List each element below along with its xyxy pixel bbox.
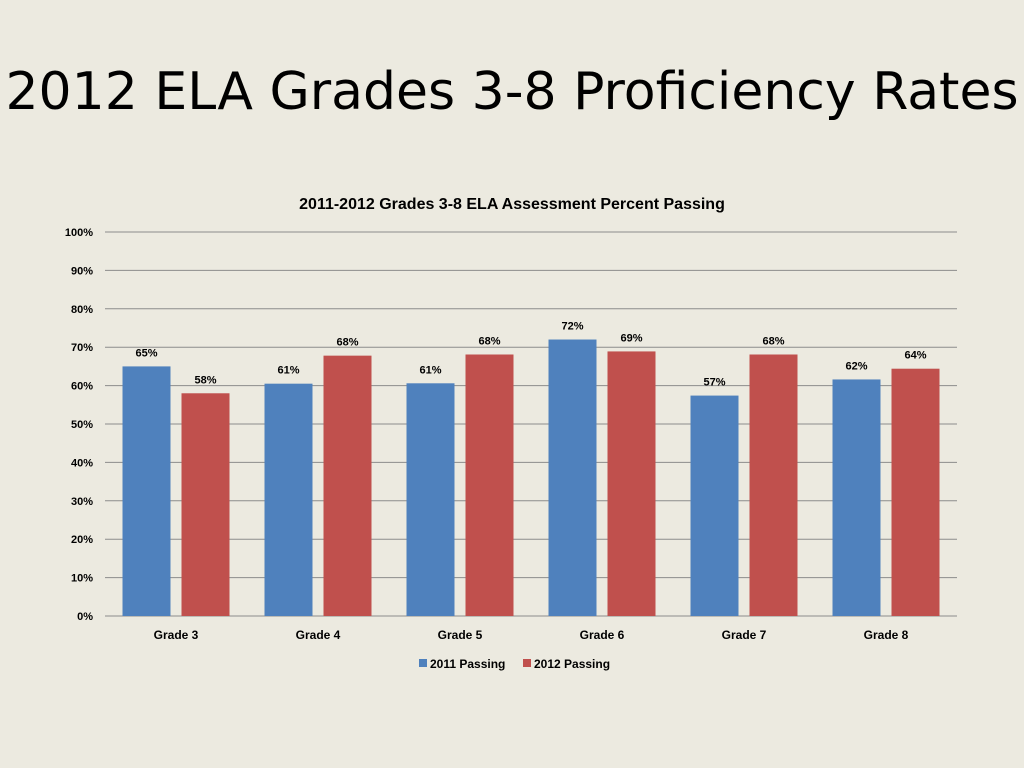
bars [122, 339, 940, 616]
bar-2011-passing [548, 339, 597, 616]
y-tick-label: 100% [65, 227, 93, 239]
data-labels: 65% 58% 61% 68% 61% 68% 72% 69% 57% 68% 62% 64% [135, 321, 926, 389]
bar-2012-passing [181, 393, 230, 616]
data-label: 72% [561, 321, 583, 333]
data-label: 65% [135, 347, 157, 359]
y-tick-label: 30% [71, 496, 93, 508]
y-tick-label: 10% [71, 573, 93, 585]
bar-2012-passing [891, 368, 940, 616]
y-tick-label: 50% [71, 419, 93, 431]
data-label: 68% [762, 335, 784, 347]
category-label: Grade 4 [296, 628, 341, 642]
y-tick-label: 90% [71, 265, 93, 277]
bar-2011-passing [122, 366, 171, 616]
data-label: 58% [194, 374, 216, 386]
bar-2012-passing [749, 354, 798, 616]
legend-label: 2012 Passing [534, 657, 610, 671]
bar-2011-passing [406, 383, 455, 616]
category-label: Grade 6 [580, 628, 625, 642]
bar-2012-passing [607, 351, 656, 616]
bar-2011-passing [832, 379, 881, 616]
x-axis-categories: Grade 3 Grade 4 Grade 5 Grade 6 Grade 7 Grade… [154, 628, 909, 642]
bar-2012-passing [465, 354, 514, 616]
data-label: 61% [277, 365, 299, 377]
category-label: Grade 3 [154, 628, 199, 642]
data-label: 62% [845, 360, 867, 372]
y-axis-ticks: 0% 10% 20% 30% 40% 50% 60% 70% 80% 90% 100% [65, 227, 93, 623]
y-tick-label: 60% [71, 381, 93, 393]
data-label: 64% [904, 350, 926, 362]
legend: 2011 Passing 2012 Passing [419, 657, 610, 671]
data-label: 69% [620, 332, 642, 344]
gridlines [105, 231, 957, 617]
legend-swatch [419, 659, 427, 667]
bar-2012-passing [323, 355, 372, 616]
chart-title: 2011-2012 Grades 3-8 ELA Assessment Perc… [299, 196, 725, 213]
data-label: 68% [478, 335, 500, 347]
y-tick-label: 70% [71, 342, 93, 354]
bar-2011-passing [690, 395, 739, 616]
y-tick-label: 20% [71, 534, 93, 546]
category-label: Grade 7 [722, 628, 767, 642]
y-tick-label: 80% [71, 304, 93, 316]
data-label: 68% [336, 337, 358, 349]
data-label: 57% [703, 377, 725, 389]
legend-swatch [523, 659, 531, 667]
legend-label: 2011 Passing [430, 657, 505, 671]
category-label: Grade 8 [864, 628, 909, 642]
data-label: 61% [419, 364, 441, 376]
slide-title: 2012 ELA Grades 3-8 Proficiency Rates [5, 62, 1019, 122]
bar-2011-passing [264, 383, 313, 616]
category-label: Grade 5 [438, 628, 483, 642]
y-tick-label: 0% [77, 611, 93, 623]
y-tick-label: 40% [71, 457, 93, 469]
